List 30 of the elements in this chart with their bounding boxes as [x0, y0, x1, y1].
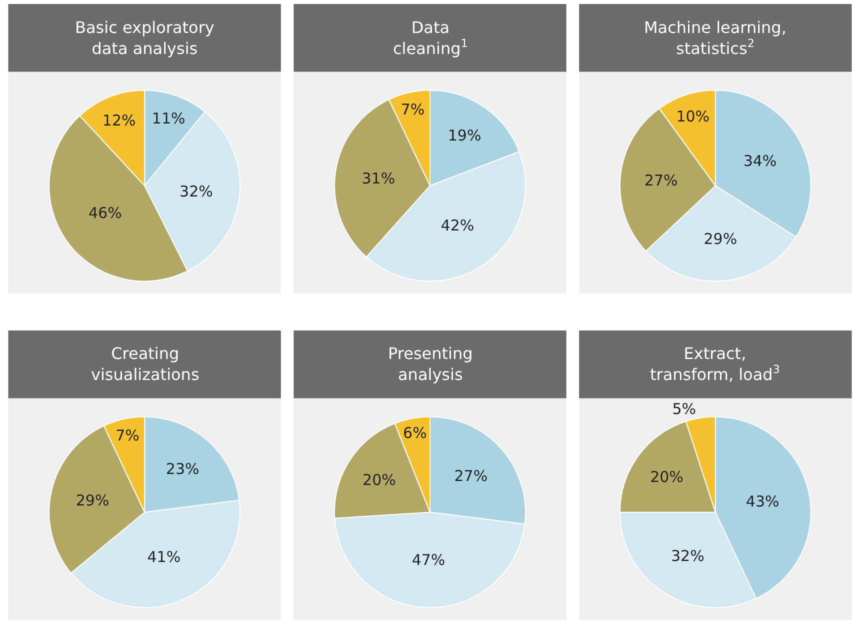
data-label: 10% [676, 107, 710, 126]
chart-title: Basic exploratory data analysis [75, 18, 214, 58]
chart-title: Extract, transform, load$^{3}$ [650, 344, 780, 384]
data-label: 42% [440, 216, 474, 235]
data-label: 5% [672, 400, 696, 418]
data-label: 20% [650, 468, 684, 486]
data-label: 29% [76, 492, 110, 510]
chart-title: Creating visualizations [91, 344, 200, 384]
data-label: 27% [644, 172, 678, 190]
data-label: 34% [743, 152, 777, 170]
data-label: 27% [454, 467, 488, 486]
data-label: 43% [746, 492, 780, 511]
data-label: 7% [116, 426, 140, 445]
data-label: 20% [362, 470, 396, 489]
chart-title: Presenting analysis [388, 344, 473, 384]
data-label: 6% [403, 424, 427, 442]
data-label: 32% [671, 546, 704, 565]
data-label: 11% [152, 109, 186, 128]
data-label: 19% [448, 126, 482, 145]
data-label: 29% [704, 230, 738, 248]
data-label: 32% [180, 182, 213, 200]
data-label: 41% [147, 548, 181, 566]
chart-title: Data cleaning$^{1}$ [393, 18, 468, 58]
data-label: 12% [102, 112, 136, 130]
data-label: 7% [400, 100, 425, 118]
data-label: 23% [166, 460, 200, 478]
chart-title: Machine learning, statistics$^{2}$ [644, 18, 786, 58]
data-label: 47% [412, 551, 446, 570]
data-label: 31% [362, 169, 396, 188]
data-label: 46% [88, 204, 122, 222]
